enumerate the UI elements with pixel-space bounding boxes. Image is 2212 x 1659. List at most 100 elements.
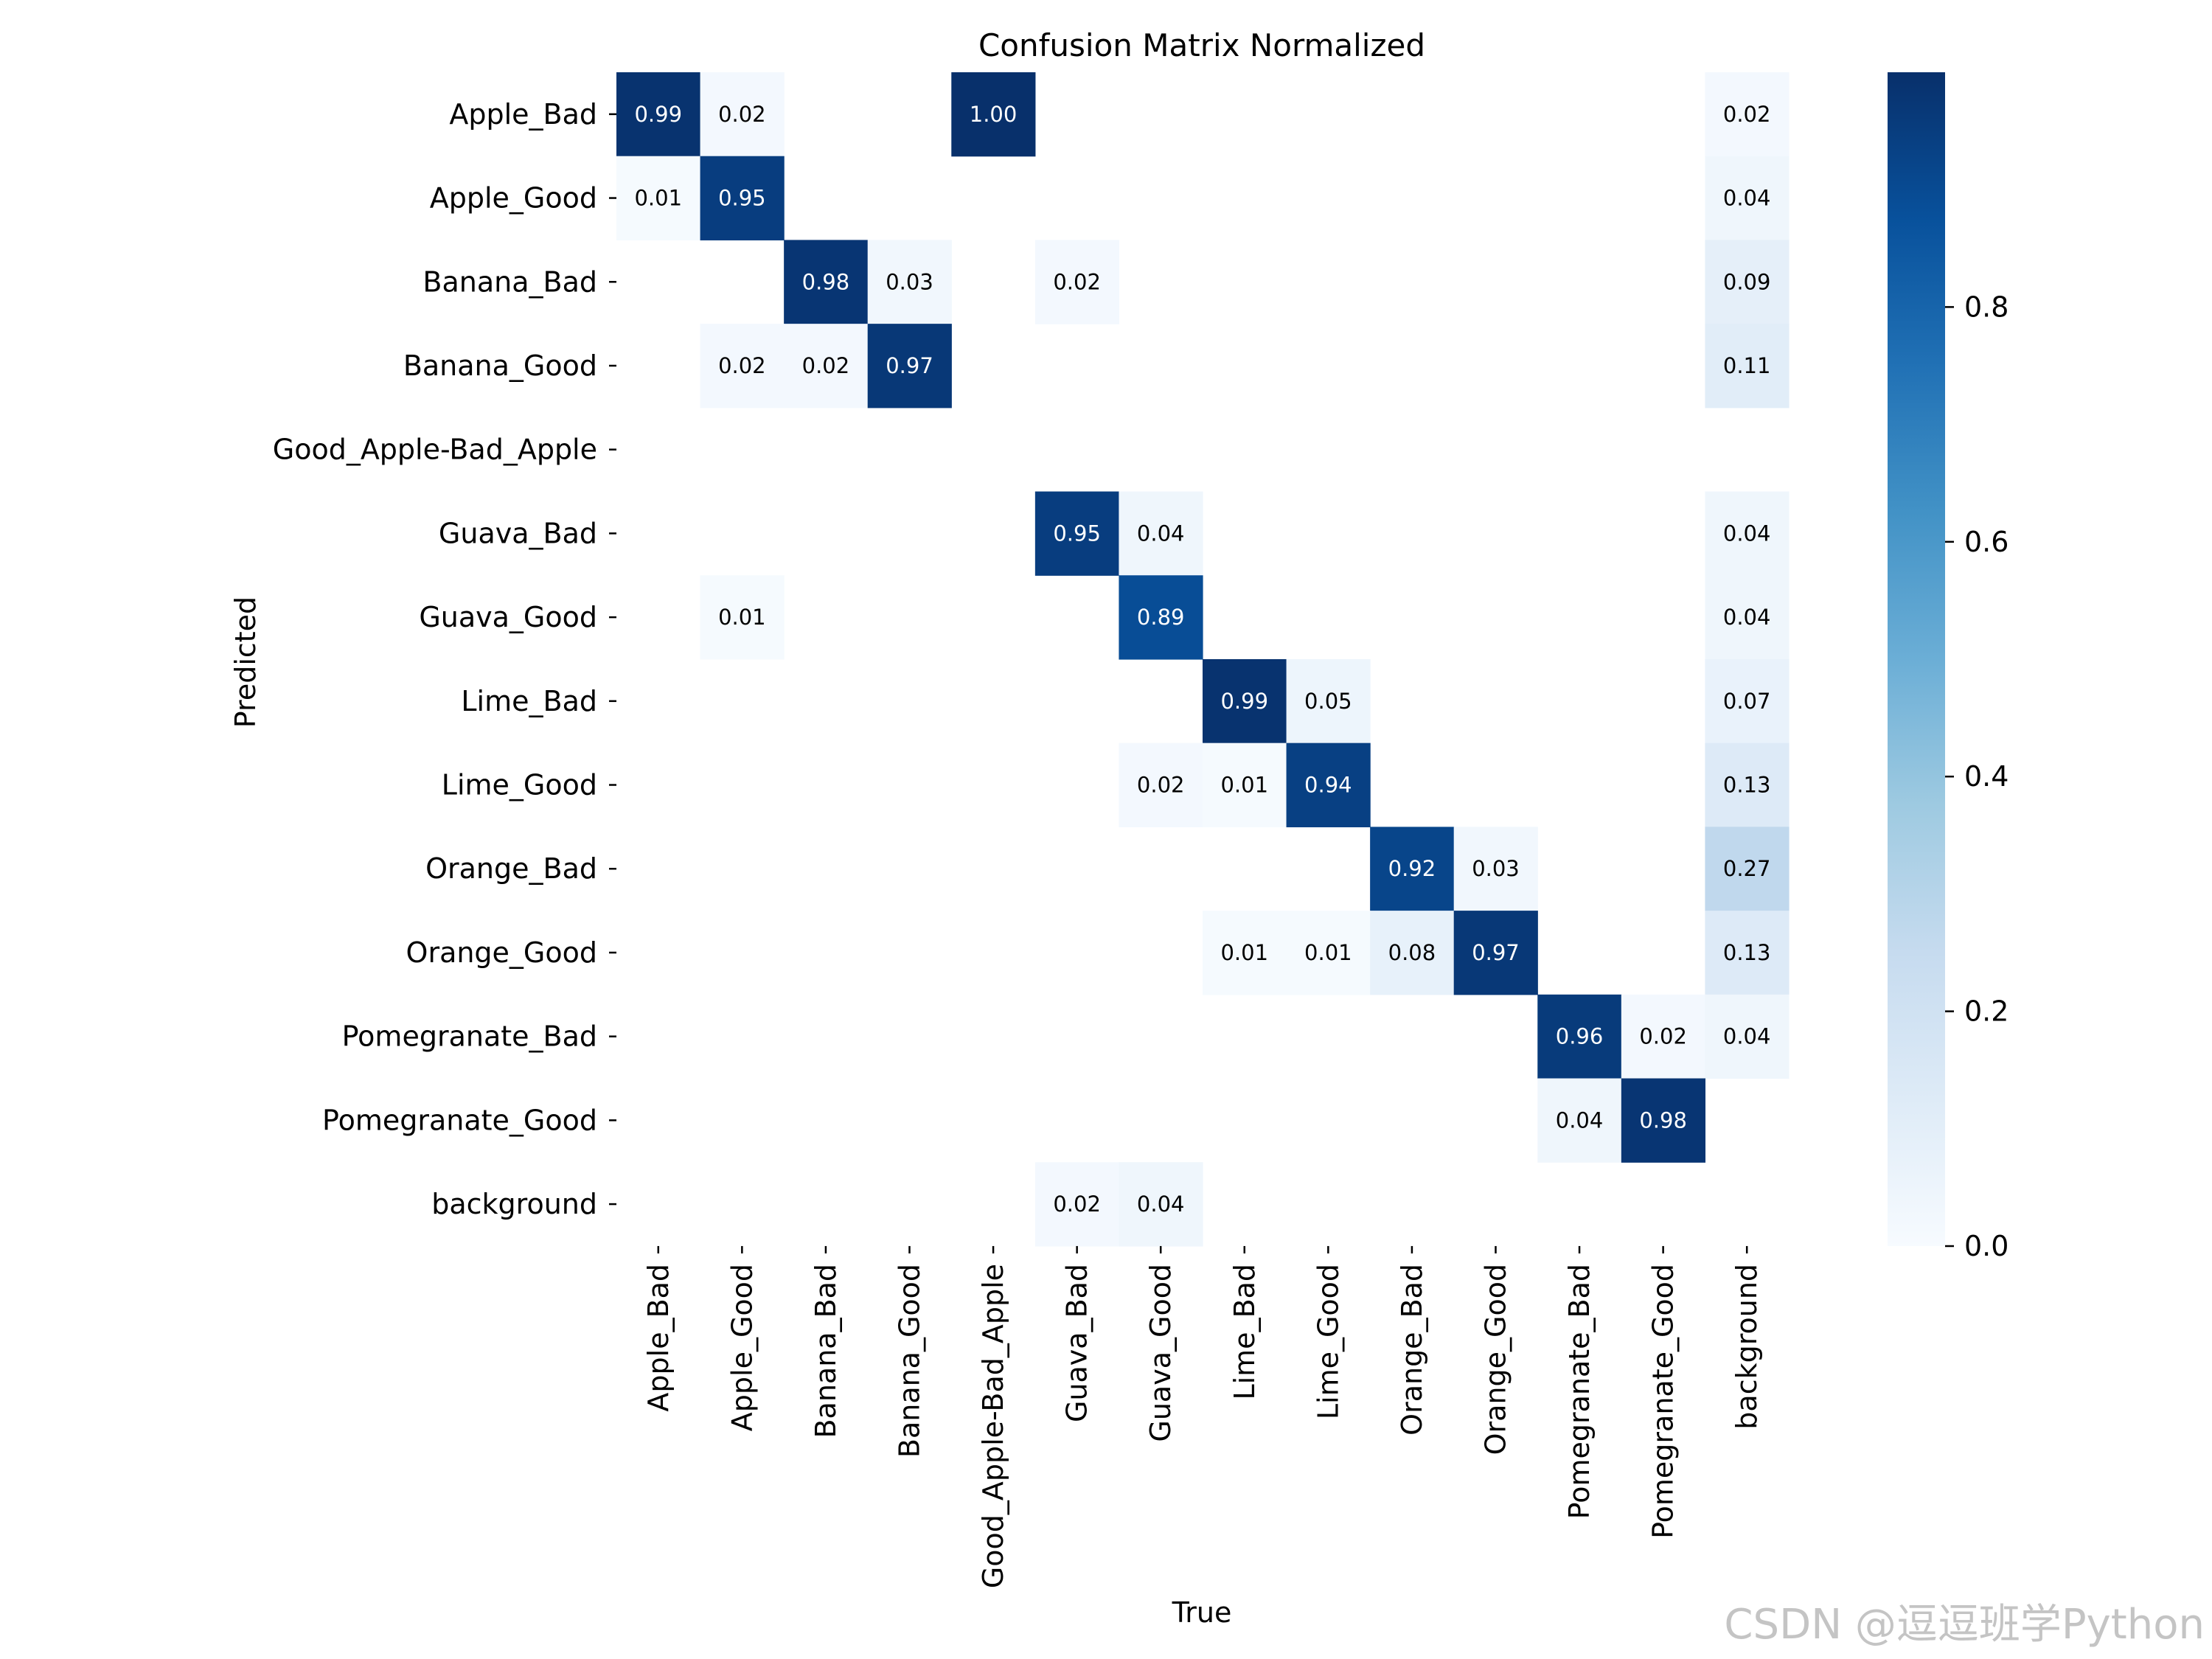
heatmap-cell	[1119, 742, 1203, 827]
x-tick-label: Pomegranate_Good	[1647, 1264, 1680, 1539]
x-axis-label: True	[1172, 1596, 1232, 1629]
cell-value-label: 0.05	[1304, 689, 1352, 714]
y-tick-label: Guava_Bad	[439, 517, 597, 549]
y-tick-label: Lime_Bad	[461, 685, 597, 717]
cell-value-label: 0.02	[1053, 1192, 1101, 1217]
y-tick-label: Good_Apple-Bad_Apple	[273, 434, 597, 466]
y-tick-label: Lime_Good	[442, 769, 597, 801]
cell-value-label: 0.08	[1388, 940, 1436, 965]
heatmap-cell	[1370, 911, 1455, 995]
cell-value-label: 0.01	[718, 605, 766, 630]
cell-value-label: 0.95	[718, 186, 766, 211]
heatmap-cell	[867, 240, 952, 324]
heatmap-cell	[1286, 911, 1371, 995]
heatmap-cell	[1034, 240, 1120, 324]
x-tick-label: Pomegranate_Bad	[1563, 1264, 1596, 1519]
cell-value-label: 0.01	[1304, 940, 1352, 965]
cell-value-label: 0.04	[1723, 1024, 1771, 1049]
cell-value-label: 0.04	[1137, 521, 1185, 546]
heatmap-cell	[616, 72, 701, 157]
colorbar-tick-label: 0.0	[1964, 1230, 2008, 1262]
x-tick-label: Good_Apple-Bad_Apple	[977, 1264, 1009, 1588]
heatmap-cell	[1202, 658, 1287, 744]
heatmap-cell	[1286, 658, 1371, 744]
x-tick-label: Guava_Bad	[1061, 1264, 1093, 1422]
heatmap-cell	[1202, 911, 1287, 995]
cell-value-label: 0.97	[1472, 940, 1520, 965]
cell-value-label: 0.11	[1723, 353, 1771, 378]
cell-value-label: 0.09	[1723, 269, 1771, 294]
heatmap-cell	[1119, 1162, 1203, 1247]
y-tick-label: Apple_Good	[430, 182, 597, 215]
x-tick-label: Orange_Bad	[1396, 1264, 1428, 1436]
heatmap-cell	[867, 324, 952, 408]
x-tick-label: Apple_Good	[726, 1264, 758, 1431]
cell-value-label: 1.00	[970, 102, 1018, 127]
y-tick-label: Pomegranate_Bad	[342, 1020, 597, 1053]
y-tick-label: background	[431, 1188, 597, 1220]
x-tick-label: Lime_Bad	[1228, 1264, 1261, 1400]
heatmap-cell	[700, 72, 785, 157]
cell-value-label: 0.02	[1053, 269, 1101, 294]
y-tick-label: Apple_Bad	[449, 98, 597, 131]
cell-value-label: 0.13	[1723, 940, 1771, 965]
heatmap-cell	[784, 240, 869, 324]
heatmap-cell	[1705, 994, 1790, 1079]
cell-value-label: 0.13	[1723, 773, 1771, 798]
cell-value-label: 0.02	[1137, 773, 1185, 798]
cell-value-label: 0.94	[1304, 773, 1352, 798]
heatmap-cell	[1705, 827, 1790, 911]
cell-value-label: 0.96	[1556, 1024, 1604, 1049]
heatmap-cell	[1537, 1078, 1622, 1163]
heatmap-cell	[1034, 491, 1120, 576]
cell-value-label: 0.01	[1220, 940, 1268, 965]
heatmap-cell	[1705, 658, 1790, 744]
heatmap-cell	[700, 156, 785, 241]
cell-value-label: 0.02	[802, 353, 850, 378]
heatmap-cell	[1453, 911, 1538, 995]
y-tick-label: Guava_Good	[419, 601, 597, 633]
cell-value-label: 0.01	[634, 186, 682, 211]
cell-value-label: 0.01	[1220, 773, 1268, 798]
colorbar-tick-label: 0.8	[1964, 291, 2008, 323]
heatmap-cell	[1705, 240, 1790, 324]
y-tick-label: Pomegranate_Good	[322, 1104, 597, 1136]
heatmap-cell	[1705, 72, 1790, 157]
x-tick-label: Orange_Good	[1479, 1264, 1512, 1455]
cell-value-label: 0.98	[1639, 1107, 1687, 1133]
heatmap-cell	[1537, 994, 1622, 1079]
y-axis-tick-labels: Apple_Bad Apple_Good Banana_Bad Banana_Good…	[273, 98, 616, 1220]
heatmap-cell	[951, 72, 1036, 157]
colorbar-ticks: 0.0 0.2 0.4 0.6 0.8	[1945, 291, 2008, 1262]
heatmap-cell	[1705, 911, 1790, 995]
heatmap-cell	[1621, 994, 1706, 1079]
chart-title: Confusion Matrix Normalized	[978, 27, 1425, 63]
cell-value-label: 0.99	[634, 102, 682, 127]
cell-value-label: 0.04	[1723, 521, 1771, 546]
y-axis-label: Predicted	[229, 597, 262, 728]
x-tick-label: Guava_Good	[1144, 1264, 1177, 1442]
heatmap-cell	[700, 324, 785, 408]
cell-value-label: 0.99	[1220, 689, 1268, 714]
cell-value-label: 0.04	[1723, 605, 1771, 630]
cell-value-label: 0.02	[718, 353, 766, 378]
heatmap-cell	[1621, 1078, 1706, 1163]
heatmap-cell	[1453, 827, 1538, 911]
heatmap-cell	[1705, 491, 1790, 576]
heatmap-cell	[1370, 827, 1455, 911]
cell-value-label: 0.04	[1137, 1192, 1185, 1217]
y-tick-label: Orange_Bad	[425, 852, 597, 885]
heatmap-cell	[1286, 742, 1371, 827]
x-axis-tick-labels: Apple_Bad Apple_Good Banana_Bad Banana_Good…	[642, 1245, 1763, 1588]
cell-value-label: 0.02	[1723, 102, 1771, 127]
cell-value-label: 0.04	[1723, 186, 1771, 211]
y-tick-label: Banana_Good	[403, 349, 597, 382]
cell-value-label: 0.98	[802, 269, 850, 294]
colorbar-tick-label: 0.4	[1964, 760, 2008, 793]
heatmap-cell	[1705, 324, 1790, 408]
cell-value-label: 0.04	[1556, 1107, 1604, 1133]
heatmap-cell	[1705, 742, 1790, 827]
colorbar-tick-label: 0.2	[1964, 995, 2008, 1028]
heatmap-cell	[700, 575, 785, 660]
